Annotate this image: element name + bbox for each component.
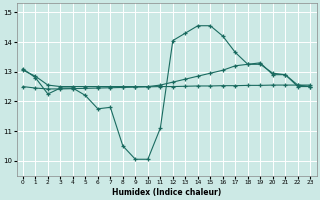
X-axis label: Humidex (Indice chaleur): Humidex (Indice chaleur) xyxy=(112,188,221,197)
